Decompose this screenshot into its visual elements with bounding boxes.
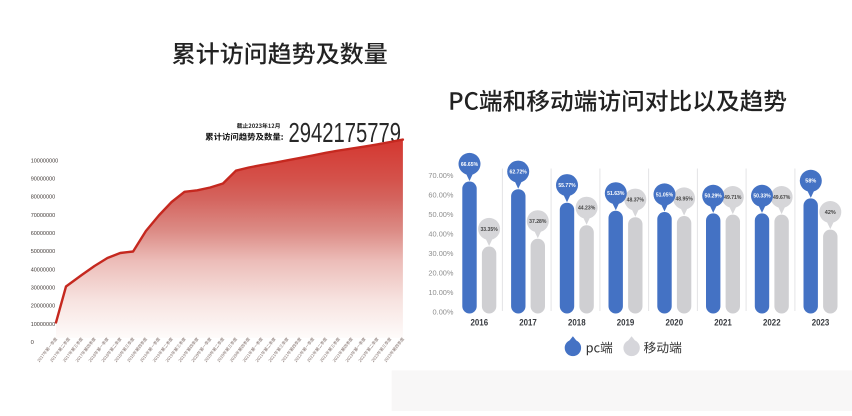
svg-text:37.28%: 37.28%: [529, 219, 546, 225]
svg-text:70000000: 70000000: [31, 213, 55, 219]
svg-text:20000000: 20000000: [31, 304, 55, 310]
svg-text:62.72%: 62.72%: [510, 170, 527, 176]
svg-text:60.00%: 60.00%: [428, 190, 453, 199]
svg-text:55.77%: 55.77%: [558, 183, 575, 189]
svg-text:2020: 2020: [666, 318, 684, 329]
svg-text:70.00%: 70.00%: [428, 171, 453, 180]
svg-text:80000000: 80000000: [31, 195, 55, 201]
svg-text:50.00%: 50.00%: [428, 210, 453, 219]
svg-text:2023: 2023: [812, 318, 830, 329]
svg-text:48.37%: 48.37%: [627, 198, 644, 204]
svg-text:100000000: 100000000: [31, 158, 59, 164]
svg-text:51.05%: 51.05%: [656, 192, 673, 198]
svg-text:66.65%: 66.65%: [461, 162, 478, 168]
svg-text:40000000: 40000000: [31, 267, 55, 273]
svg-text:2019: 2019: [617, 318, 635, 329]
svg-text:50.33%: 50.33%: [753, 194, 770, 200]
svg-text:50.29%: 50.29%: [705, 194, 722, 200]
svg-text:50000000: 50000000: [31, 249, 55, 255]
svg-text:51.63%: 51.63%: [607, 191, 624, 197]
svg-text:58%: 58%: [805, 179, 816, 185]
svg-text:48.95%: 48.95%: [675, 196, 692, 202]
svg-text:2016: 2016: [471, 318, 489, 329]
svg-text:0.00%: 0.00%: [433, 307, 454, 316]
svg-text:44.23%: 44.23%: [578, 206, 595, 212]
svg-text:33.35%: 33.35%: [480, 227, 497, 233]
svg-text:0: 0: [31, 340, 34, 346]
svg-text:42%: 42%: [825, 210, 836, 216]
svg-text:30.00%: 30.00%: [428, 249, 453, 258]
svg-text:20.00%: 20.00%: [428, 268, 453, 277]
svg-text:49.67%: 49.67%: [773, 195, 790, 201]
svg-text:2017: 2017: [519, 318, 537, 329]
svg-text:60000000: 60000000: [31, 231, 55, 237]
svg-text:40.00%: 40.00%: [428, 229, 453, 238]
svg-text:2022: 2022: [763, 318, 781, 329]
svg-text:10.00%: 10.00%: [428, 288, 453, 297]
svg-text:49.71%: 49.71%: [724, 195, 741, 201]
svg-text:2021: 2021: [714, 318, 732, 329]
svg-text:90000000: 90000000: [31, 177, 55, 183]
svg-text:10000000: 10000000: [31, 322, 55, 328]
svg-text:2018: 2018: [568, 318, 586, 329]
svg-text:30000000: 30000000: [31, 286, 55, 292]
